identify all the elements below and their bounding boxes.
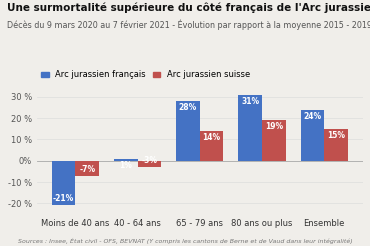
Bar: [114, 159, 138, 161]
Text: Décès du 9 mars 2020 au 7 février 2021 - Évolution par rapport à la moyenne 2015: Décès du 9 mars 2020 au 7 février 2021 -…: [7, 20, 370, 30]
Bar: [324, 129, 348, 161]
Text: 15%: 15%: [327, 131, 345, 140]
Text: -21%: -21%: [53, 194, 74, 203]
Text: -7%: -7%: [79, 165, 95, 173]
Text: 1%: 1%: [120, 161, 132, 170]
Bar: [300, 109, 324, 161]
Bar: [138, 161, 161, 167]
Text: 19%: 19%: [265, 122, 283, 131]
Text: Sources : Insee, État civil - OFS, BEVNAT (Y compris les cantons de Berne et de : Sources : Insee, État civil - OFS, BEVNA…: [18, 237, 352, 244]
Bar: [75, 161, 99, 176]
Text: 28%: 28%: [179, 103, 197, 112]
Bar: [238, 95, 262, 161]
Bar: [52, 161, 75, 205]
Text: -3%: -3%: [141, 156, 157, 165]
Text: 14%: 14%: [202, 133, 221, 142]
Bar: [262, 120, 286, 161]
Bar: [176, 101, 200, 161]
Text: Une surmortalité supérieure du côté français de l'Arc jurassien: Une surmortalité supérieure du côté fran…: [7, 2, 370, 13]
Text: 31%: 31%: [241, 97, 259, 106]
Legend: Arc jurassien français, Arc jurassien suisse: Arc jurassien français, Arc jurassien su…: [41, 70, 250, 79]
Text: 24%: 24%: [303, 112, 322, 121]
Bar: [200, 131, 223, 161]
